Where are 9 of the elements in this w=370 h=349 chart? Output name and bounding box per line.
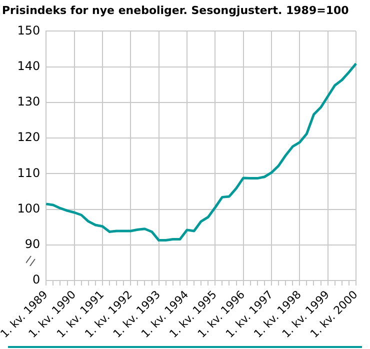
y-tick-label: 110 bbox=[17, 166, 40, 180]
y-tick-label: 130 bbox=[17, 94, 40, 109]
y-tick-label: 150 bbox=[17, 23, 40, 38]
y-tick-label: 120 bbox=[17, 130, 40, 144]
y-tick-label: 100 bbox=[17, 201, 40, 216]
y-tick-label: 90 bbox=[24, 237, 40, 252]
chart-title: Prisindeks for nye eneboliger. Sesongjustert. 1989=100 bbox=[2, 4, 349, 17]
text: 0 bbox=[32, 272, 40, 287]
y-tick-label: 140 bbox=[17, 58, 40, 73]
